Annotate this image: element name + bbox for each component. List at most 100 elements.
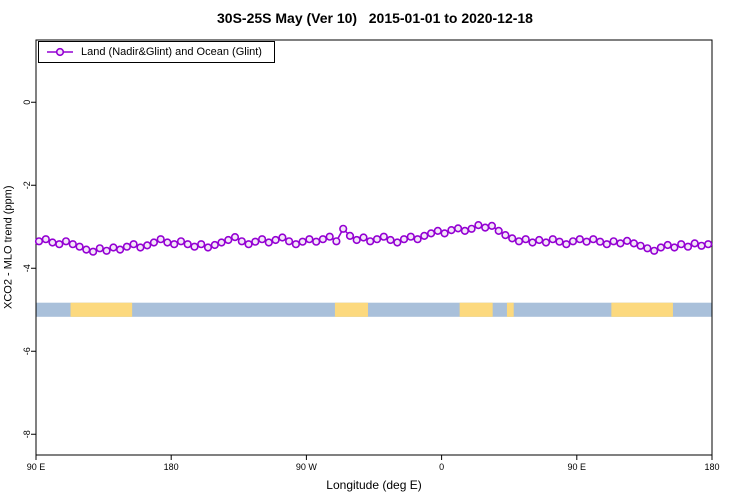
series-marker xyxy=(237,237,246,246)
series-marker xyxy=(352,235,361,245)
series-marker xyxy=(427,229,436,238)
series-marker xyxy=(224,235,233,245)
series-marker xyxy=(75,242,84,251)
series-marker xyxy=(163,238,172,247)
series-marker xyxy=(697,241,706,250)
land-band-segment xyxy=(459,302,493,317)
series-marker xyxy=(136,243,145,252)
x-tick-label: 90 W xyxy=(296,462,318,472)
series-marker xyxy=(690,239,699,248)
series-marker xyxy=(508,234,517,243)
series-marker xyxy=(210,240,219,250)
x-tick-label: 90 E xyxy=(27,462,46,472)
series-marker xyxy=(474,221,483,230)
y-tick-label: -8 xyxy=(22,430,32,438)
series-marker xyxy=(650,246,659,255)
series-marker xyxy=(197,240,206,249)
series-marker xyxy=(582,237,591,246)
series-marker xyxy=(345,231,355,240)
legend-label: Land (Nadir&Glint) and Ocean (Glint) xyxy=(81,46,262,58)
series-marker xyxy=(494,226,503,235)
series-marker xyxy=(643,244,652,253)
series-marker xyxy=(677,240,686,249)
series-marker xyxy=(170,240,179,249)
series-marker xyxy=(325,232,334,241)
series-marker xyxy=(440,229,449,238)
series-marker xyxy=(379,232,388,241)
series-marker xyxy=(568,237,578,246)
series-marker xyxy=(285,237,294,246)
series-marker xyxy=(372,235,382,244)
legend-marker-icon xyxy=(47,47,73,57)
series-marker xyxy=(109,243,118,252)
series-marker xyxy=(663,240,672,250)
series-marker xyxy=(562,240,571,249)
series-marker xyxy=(122,242,131,251)
series-marker xyxy=(622,236,632,245)
x-tick-label: 180 xyxy=(164,462,179,472)
series-marker xyxy=(68,240,77,249)
series-marker xyxy=(339,224,348,233)
series-marker xyxy=(95,244,104,253)
series-marker xyxy=(535,235,544,245)
series-marker xyxy=(230,233,240,242)
land-band-segment xyxy=(611,302,673,317)
series-marker xyxy=(34,237,44,246)
series-marker xyxy=(447,226,456,235)
land-band-segment xyxy=(70,302,133,317)
y-tick-label: 0 xyxy=(22,100,32,105)
x-axis-label: Longitude (deg E) xyxy=(326,478,422,492)
series-marker xyxy=(467,224,476,233)
series-marker xyxy=(629,239,639,248)
series-marker xyxy=(386,235,395,245)
series-marker xyxy=(41,235,50,244)
series-marker xyxy=(514,237,524,246)
x-tick-label: 180 xyxy=(704,462,719,472)
chart-title: 30S-25S May (Ver 10) 2015-01-01 to 2020-… xyxy=(217,10,533,26)
series-marker xyxy=(589,235,598,244)
series-marker xyxy=(460,226,470,235)
series-marker xyxy=(291,240,301,249)
series-marker xyxy=(548,235,557,244)
series-marker xyxy=(413,235,422,244)
land-band-segment xyxy=(334,302,368,317)
y-tick-label: -2 xyxy=(22,181,32,189)
series-marker xyxy=(670,243,679,252)
series-marker xyxy=(149,238,158,247)
series-marker xyxy=(183,240,192,249)
series-marker xyxy=(271,235,280,245)
series-marker xyxy=(704,240,713,249)
series-marker xyxy=(420,231,429,240)
y-tick-label: -4 xyxy=(22,264,32,272)
series-marker xyxy=(399,235,409,244)
series-marker xyxy=(318,235,328,244)
series-marker xyxy=(683,242,693,251)
series-marker xyxy=(176,237,186,246)
series-marker xyxy=(258,235,267,244)
series-marker xyxy=(190,242,199,251)
x-tick-label: 90 E xyxy=(568,462,587,472)
series-marker xyxy=(244,240,253,249)
series-marker xyxy=(602,240,611,249)
legend: Land (Nadir&Glint) and Ocean (Glint) xyxy=(38,41,275,63)
series-marker xyxy=(217,238,226,247)
y-tick-label: -6 xyxy=(22,347,32,355)
series-marker xyxy=(636,241,645,250)
series-marker xyxy=(251,237,260,246)
plot-box xyxy=(35,39,713,456)
series-marker xyxy=(48,238,57,247)
series-marker xyxy=(528,238,537,247)
series-marker xyxy=(55,240,64,249)
series-marker xyxy=(595,237,605,246)
series-marker xyxy=(278,233,287,242)
series-marker xyxy=(433,226,442,235)
series-marker xyxy=(521,235,530,244)
x-tick-label: 0 xyxy=(439,462,444,472)
series-marker xyxy=(575,235,584,244)
series-marker xyxy=(406,232,415,241)
series-marker xyxy=(203,243,213,252)
land-band-segment xyxy=(506,302,514,317)
series-marker xyxy=(312,237,321,246)
series-marker xyxy=(616,239,625,248)
